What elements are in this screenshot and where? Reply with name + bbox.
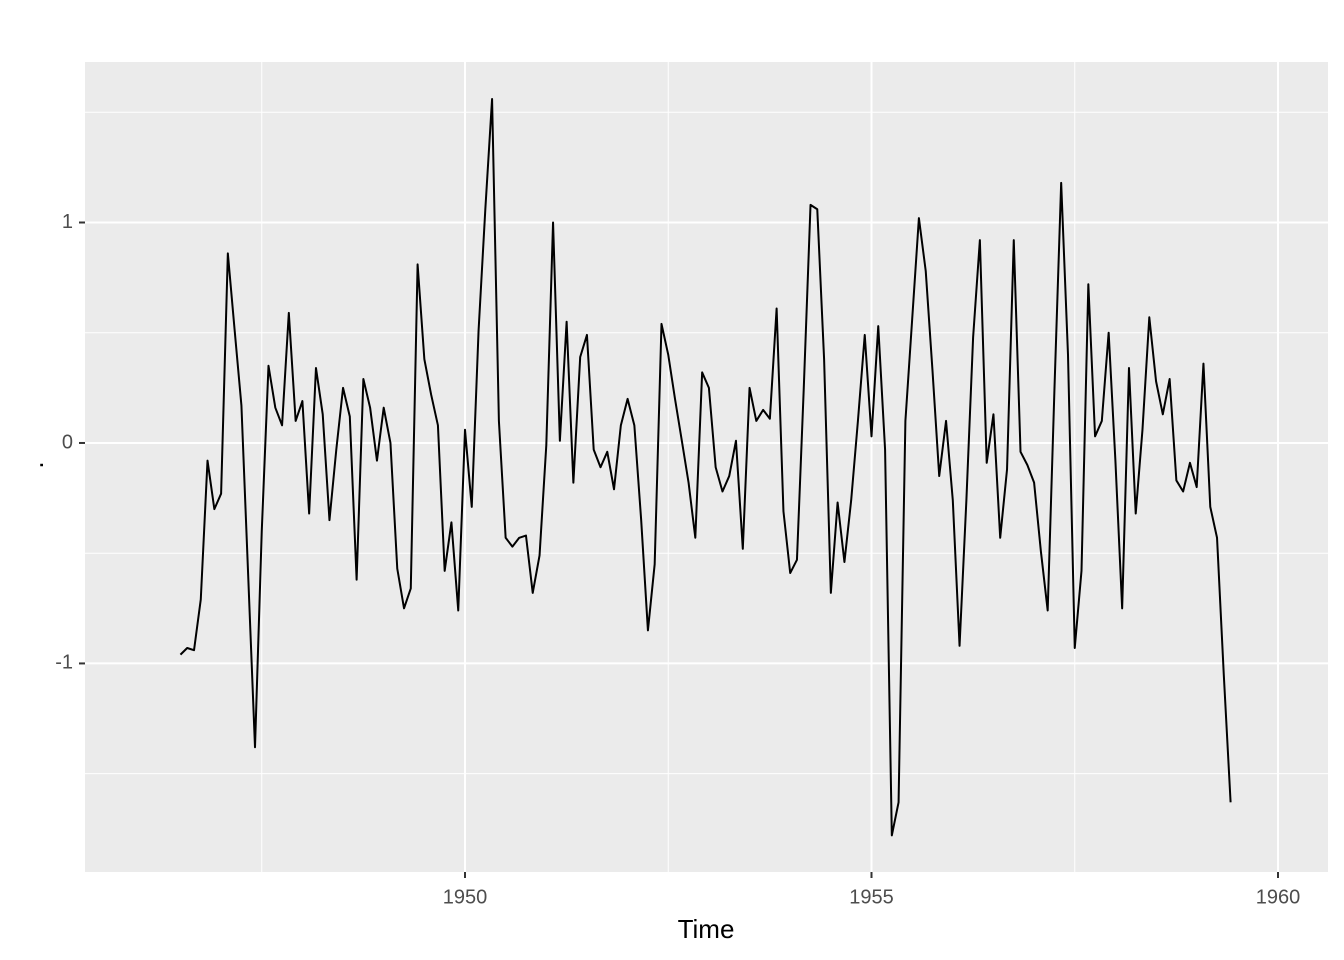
data-line (179, 98, 1232, 837)
x-tick-label: 1955 (849, 886, 894, 908)
y-tick-label: 0 (62, 431, 73, 453)
y-tick-label: 1 (62, 211, 73, 233)
x-tick-label: 1960 (1256, 886, 1301, 908)
x-tick-label: 1950 (443, 886, 488, 908)
y-tick-label: -1 (55, 652, 73, 674)
x-axis-title: Time (678, 914, 735, 944)
y-axis-title: . (19, 461, 49, 468)
panel (85, 62, 1328, 872)
